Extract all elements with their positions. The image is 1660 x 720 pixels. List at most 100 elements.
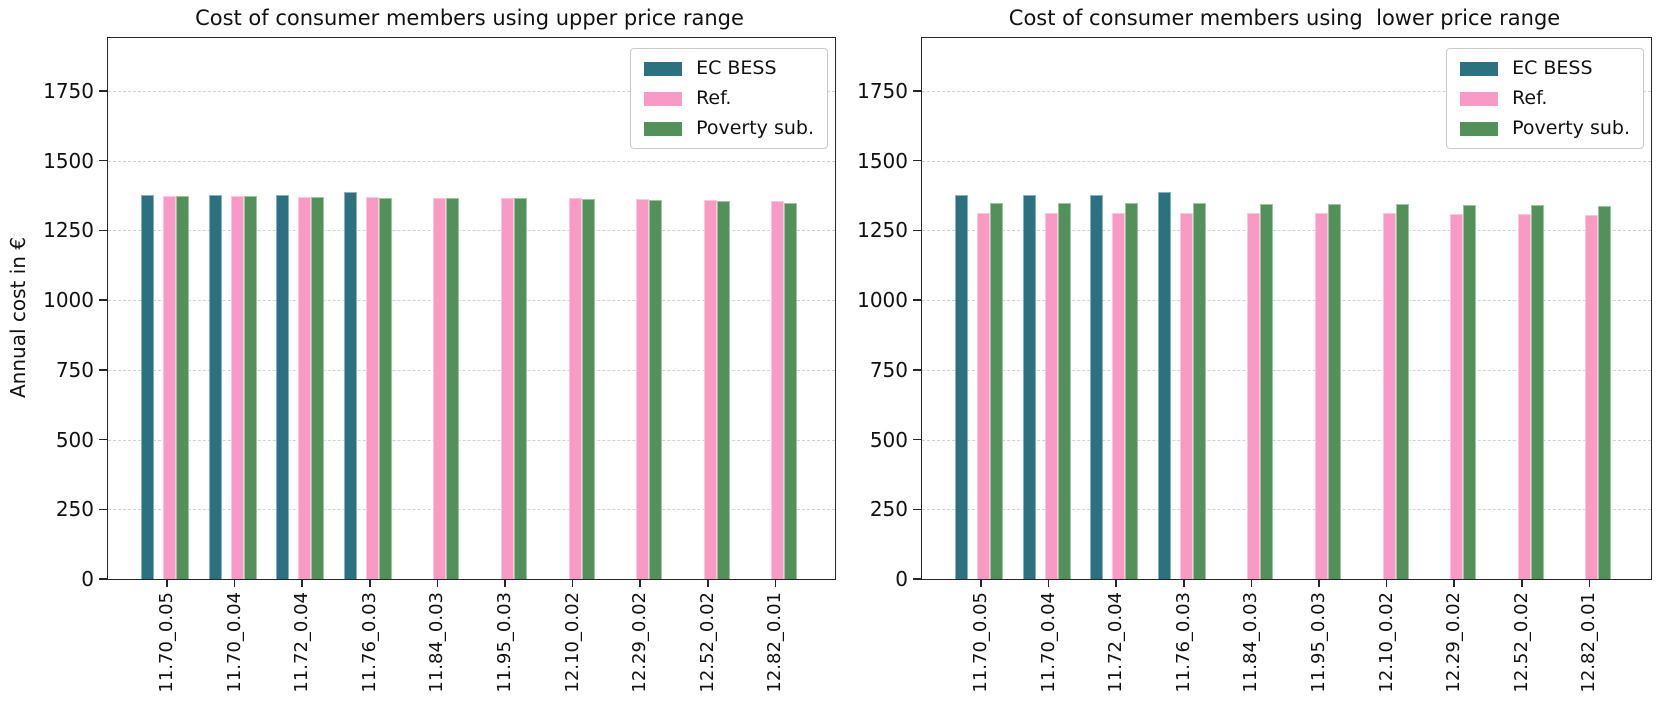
upper-price-chart-title: Cost of consumer members using upper pri… bbox=[195, 6, 744, 30]
gridline-750 bbox=[108, 369, 835, 371]
legend-swatch-poverty-sub bbox=[1460, 121, 1499, 136]
x-tick-label: 11.95_0.03 bbox=[494, 592, 515, 693]
x-tick-mark bbox=[1521, 579, 1523, 587]
bar-ec-bess bbox=[1157, 192, 1171, 579]
y-tick-mark bbox=[913, 90, 921, 92]
y-tick-label: 1750 bbox=[43, 78, 94, 103]
bar-ec-bess bbox=[1090, 195, 1104, 579]
bar-ec-bess bbox=[276, 195, 290, 579]
gridline-250 bbox=[922, 509, 1651, 511]
legend-label: Poverty sub. bbox=[696, 117, 814, 139]
legend-swatch-poverty-sub bbox=[644, 121, 683, 136]
y-tick-label: 1000 bbox=[43, 288, 94, 313]
upper-price-chart-axes: 0 250 500 750 1000 1250 1500 1750 11.70_0.05 11.7… bbox=[43, 37, 836, 693]
y-tick-label: 250 bbox=[869, 497, 908, 522]
bar-ec-bess bbox=[343, 192, 357, 579]
gridline-250 bbox=[108, 509, 835, 511]
bar-ref bbox=[298, 197, 312, 579]
legend-item: Ref. bbox=[1460, 88, 1630, 109]
x-tick-mark bbox=[1115, 579, 1117, 587]
x-tick-label: 11.70_0.04 bbox=[1037, 592, 1059, 693]
y-tick-label: 1750 bbox=[857, 78, 908, 103]
legend-swatch-ref bbox=[1460, 91, 1499, 106]
x-tick-mark bbox=[301, 579, 303, 587]
bar-ec-bess bbox=[208, 195, 222, 579]
x-tick-mark bbox=[980, 579, 982, 587]
bar-poverty-sub bbox=[1463, 204, 1477, 579]
bar-ref bbox=[977, 212, 990, 579]
x-tick-mark bbox=[1183, 579, 1185, 587]
y-tick-mark bbox=[99, 438, 107, 441]
bar-ref bbox=[230, 196, 244, 579]
y-tick-label: 0 bbox=[895, 567, 908, 591]
legend-label: EC BESS bbox=[1512, 57, 1593, 79]
bar-poverty-sub bbox=[581, 198, 595, 579]
y-tick-mark bbox=[99, 90, 107, 92]
bar-ref bbox=[1382, 213, 1396, 579]
bar-ref bbox=[1247, 213, 1261, 579]
y-tick-label: 750 bbox=[55, 357, 94, 382]
legend-label: EC BESS bbox=[696, 57, 777, 79]
y-tick-mark bbox=[99, 159, 107, 162]
x-tick-mark bbox=[369, 579, 371, 587]
bar-poverty-sub bbox=[1260, 203, 1274, 579]
bar-poverty-sub bbox=[784, 202, 798, 579]
bar-ref bbox=[771, 201, 785, 579]
y-tick-label: 500 bbox=[55, 427, 94, 452]
legend-item: EC BESS bbox=[644, 58, 814, 79]
x-tick-label: 12.29_0.02 bbox=[1443, 592, 1465, 693]
y-tick-mark bbox=[99, 229, 107, 232]
x-tick-mark bbox=[504, 579, 506, 587]
bar-poverty-sub bbox=[716, 200, 730, 579]
legend-label: Ref. bbox=[1512, 87, 1548, 109]
bar-ref bbox=[433, 197, 447, 579]
y-tick-label: 750 bbox=[869, 357, 908, 382]
y-tick-mark bbox=[99, 578, 107, 580]
y-tick-mark bbox=[913, 229, 921, 232]
y-tick-label: 500 bbox=[869, 427, 908, 452]
bar-ref bbox=[1179, 212, 1193, 579]
gridline-1000 bbox=[922, 300, 1651, 302]
bar-ref bbox=[1517, 213, 1531, 579]
y-tick-mark bbox=[913, 438, 921, 441]
bar-poverty-sub bbox=[1530, 205, 1544, 579]
bar-poverty-sub bbox=[1328, 203, 1341, 579]
x-tick-mark bbox=[436, 579, 439, 587]
x-tick-mark bbox=[707, 579, 709, 587]
x-tick-label: 12.52_0.02 bbox=[696, 592, 718, 693]
y-tick-label: 1000 bbox=[857, 288, 908, 313]
y-tick-label: 1500 bbox=[43, 148, 94, 173]
gridline-1000 bbox=[108, 300, 835, 302]
bar-poverty-sub bbox=[378, 197, 392, 579]
x-tick-label: 12.82_0.01 bbox=[764, 592, 786, 693]
x-tick-label: 11.70_0.04 bbox=[223, 592, 245, 693]
bar-ec-bess bbox=[1022, 195, 1036, 579]
bar-poverty-sub bbox=[1057, 203, 1071, 579]
bar-ref bbox=[703, 200, 717, 579]
y-tick-mark bbox=[99, 369, 107, 371]
y-tick-label: 1500 bbox=[857, 148, 908, 173]
bar-ref bbox=[501, 197, 514, 579]
x-tick-label: 11.72_0.04 bbox=[291, 592, 313, 693]
bar-poverty-sub bbox=[1598, 206, 1612, 579]
gridline-1750 bbox=[922, 90, 1651, 92]
x-tick-mark bbox=[1250, 579, 1253, 587]
legend-item: Poverty sub. bbox=[1460, 118, 1630, 139]
x-tick-mark bbox=[639, 579, 641, 587]
x-tick-label: 12.52_0.02 bbox=[1510, 592, 1532, 693]
bar-ref bbox=[1315, 213, 1328, 579]
legend-label: Poverty sub. bbox=[1512, 117, 1630, 139]
y-tick-label: 250 bbox=[55, 497, 94, 522]
gridline-1250 bbox=[108, 230, 835, 232]
bar-poverty-sub bbox=[176, 196, 189, 579]
x-tick-label: 11.84_0.03 bbox=[426, 592, 448, 693]
x-tick-mark bbox=[774, 579, 777, 587]
gridline-750 bbox=[922, 369, 1651, 371]
legend: EC BESS Ref. Poverty sub. bbox=[630, 48, 828, 149]
legend: EC BESS Ref. Poverty sub. bbox=[1446, 48, 1644, 149]
y-tick-mark bbox=[913, 369, 921, 371]
legend-swatch-ec-bess bbox=[1460, 61, 1499, 76]
bar-poverty-sub bbox=[1125, 203, 1139, 579]
x-tick-mark bbox=[571, 579, 574, 587]
x-tick-label: 11.70_0.05 bbox=[156, 592, 177, 693]
